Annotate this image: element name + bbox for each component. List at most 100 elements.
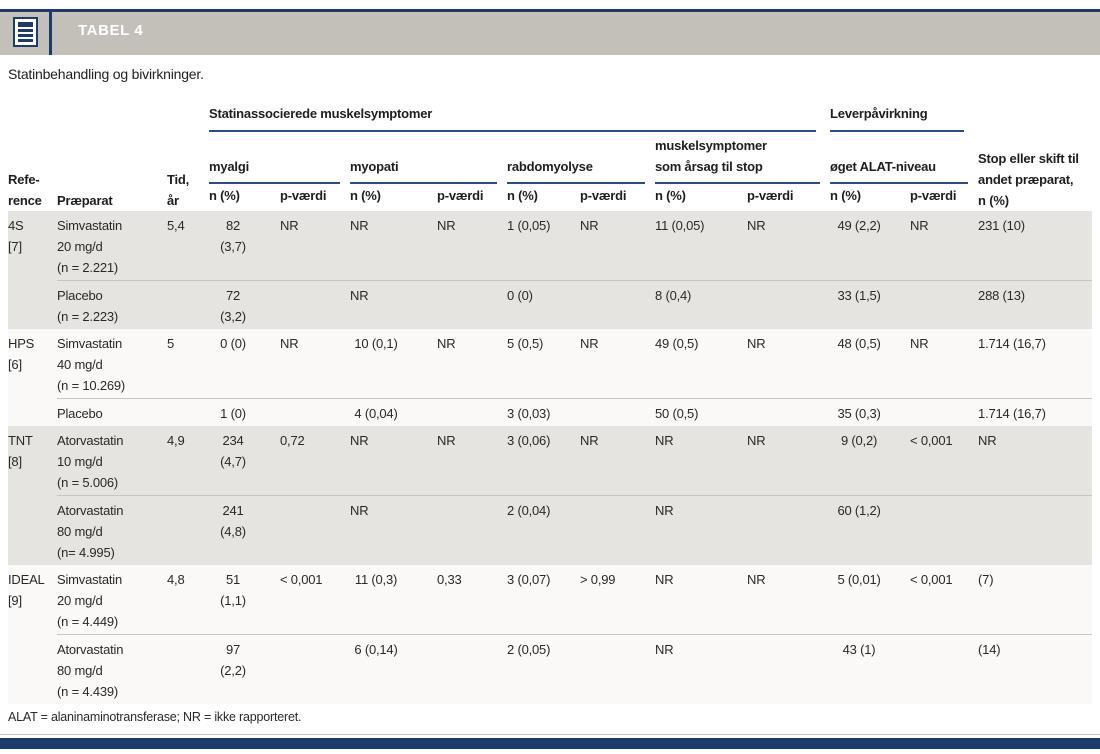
cell-stop_skift: 288 (13) [978, 280, 1093, 329]
cell-alat_p [910, 634, 979, 704]
col-header-praeparat: Præparat [57, 193, 113, 208]
cell-rabdomyolyse_n: 2 (0,05) [507, 634, 580, 704]
cell-alat_n: 35 (0,3) [830, 398, 911, 426]
cell-myalgi_n: 51 (1,1) [209, 565, 280, 635]
cell-rabdomyolyse_n: 1 (0,05) [507, 211, 580, 281]
cell-myopati_n: 4 (0,04) [350, 398, 437, 426]
cell-reference [8, 398, 57, 426]
cell-stopsymptom_p [747, 634, 831, 704]
cell-rabdomyolyse_n: 2 (0,04) [507, 495, 580, 565]
cell-myopati_n: NR [350, 495, 437, 565]
cell-praeparat: Atorvastatin 10 mg/d (n = 5.006) [57, 426, 167, 496]
cell-stopsymptom_n: 50 (0,5) [655, 398, 747, 426]
cell-myopati_p [437, 398, 507, 426]
cell-alat_p [910, 280, 979, 329]
col-header-p: p-værdi [280, 188, 327, 203]
cell-stopsymptom_n: 49 (0,5) [655, 329, 747, 399]
subgroup-header-muskelsymptomer-stop: muskelsymptomer som årsag til stop [655, 132, 830, 184]
cell-stopsymptom_n: NR [655, 565, 747, 635]
cell-myalgi_p [280, 634, 350, 704]
statin-table-wrap: Statinassocierede muskelsymptomer Leverp… [8, 100, 1093, 704]
cell-myopati_n: NR [350, 211, 437, 281]
cell-tid: 5 [167, 329, 209, 399]
cell-stopsymptom_n: 11 (0,05) [655, 211, 747, 281]
cell-stop_skift [978, 495, 1093, 565]
cell-rabdomyolyse_p [580, 398, 655, 426]
group-header-leverpaavirkning: Leverpåvirkning [830, 100, 978, 132]
cell-alat_n: 9 (0,2) [830, 426, 911, 496]
cell-alat_p [910, 495, 979, 565]
bottom-navy-bar [0, 738, 1100, 749]
cell-praeparat: Atorvastatin 80 mg/d (n= 4.995) [57, 495, 167, 565]
cell-myalgi_n: 0 (0) [209, 329, 280, 399]
cell-alat_p: < 0,001 [910, 565, 979, 635]
top-rule [0, 9, 1100, 12]
col-header-stop-skift: Stop eller skift til andet præparat, n (… [978, 151, 1079, 208]
cell-reference: TNT [8] [8, 426, 57, 496]
cell-myopati_p [437, 495, 507, 565]
cell-stop_skift: NR [978, 426, 1093, 496]
cell-myopati_n: 11 (0,3) [350, 565, 437, 635]
cell-rabdomyolyse_p [580, 495, 655, 565]
cell-rabdomyolyse_n: 5 (0,5) [507, 329, 580, 399]
cell-rabdomyolyse_n: 3 (0,07) [507, 565, 580, 635]
cell-myalgi_n: 72 (3,2) [209, 280, 280, 329]
cell-alat_n: 49 (2,2) [830, 211, 911, 281]
cell-stopsymptom_n: NR [655, 495, 747, 565]
title-bar-divider [49, 9, 52, 55]
cell-stopsymptom_p: NR [747, 565, 831, 635]
cell-myopati_p [437, 634, 507, 704]
table-footnote: ALAT = alaninaminotransferase; NR = ikke… [8, 710, 302, 724]
table-row: 4S [7] Simvastatin 20 mg/d (n = 2.221) 5,4 82(… [8, 211, 1093, 281]
subgroup-header-myopati: myopati [350, 132, 507, 184]
col-header-p: p-værdi [910, 188, 957, 203]
col-header-p: p-værdi [580, 188, 627, 203]
header-spacer [978, 100, 1092, 132]
subgroup-header-myalgi: myalgi [209, 132, 350, 184]
cell-myalgi_n: 234 (4,7) [209, 426, 280, 496]
cell-alat_n: 5 (0,01) [830, 565, 911, 635]
cell-alat_n: 33 (1,5) [830, 280, 911, 329]
cell-praeparat: Placebo (n = 2.223) [57, 280, 167, 329]
cell-praeparat: Simvastatin 40 mg/d (n = 10.269) [57, 329, 167, 399]
cell-stop_skift: 1.714 (16,7) [978, 329, 1093, 399]
cell-stopsymptom_p: NR [747, 426, 831, 496]
cell-tid [167, 495, 209, 565]
table-row: Placebo 1 (0) 4 (0,04) 3 (0,03) 50 (0,5) 35 (… [8, 398, 1093, 426]
cell-tid: 4,8 [167, 565, 209, 635]
cell-myalgi_p: < 0,001 [280, 565, 350, 635]
col-header-reference: Refe-rence [8, 172, 42, 208]
col-header-n: n (%) [507, 188, 538, 203]
cell-myopati_n: NR [350, 426, 437, 496]
cell-stopsymptom_n: NR [655, 634, 747, 704]
cell-reference: HPS [6] [8, 329, 57, 399]
table-caption: Statinbehandling og bivirkninger. [8, 66, 204, 82]
cell-myalgi_p [280, 495, 350, 565]
cell-myalgi_p [280, 280, 350, 329]
cell-myalgi_n: 82 (3,7) [209, 211, 280, 281]
cell-stop_skift: (14) [978, 634, 1093, 704]
cell-myalgi_p: 0,72 [280, 426, 350, 496]
cell-rabdomyolyse_p: > 0,99 [580, 565, 655, 635]
cell-stopsymptom_p: NR [747, 211, 831, 281]
table-row: HPS [6] Simvastatin 40 mg/d (n = 10.269) 5 0 (… [8, 329, 1093, 399]
cell-tid [167, 280, 209, 329]
cell-myopati_n: 10 (0,1) [350, 329, 437, 399]
col-header-n: n (%) [830, 188, 861, 203]
table-body: 4S [7] Simvastatin 20 mg/d (n = 2.221) 5,4 82(… [8, 211, 1093, 704]
cell-myopati_p: 0,33 [437, 565, 507, 635]
cell-rabdomyolyse_n: 0 (0) [507, 280, 580, 329]
cell-stop_skift: 231 (10) [978, 211, 1093, 281]
group-header-muskelsymptomer: Statinassocierede muskelsymptomer [209, 100, 830, 132]
cell-stopsymptom_p: NR [747, 329, 831, 399]
cell-myalgi_p [280, 398, 350, 426]
cell-rabdomyolyse_p [580, 634, 655, 704]
cell-rabdomyolyse_n: 3 (0,06) [507, 426, 580, 496]
subgroup-header-rabdomyolyse: rabdomyolyse [507, 132, 655, 184]
cell-stopsymptom_n: NR [655, 426, 747, 496]
col-header-p: p-værdi [747, 188, 794, 203]
cell-tid [167, 398, 209, 426]
cell-rabdomyolyse_n: 3 (0,03) [507, 398, 580, 426]
table-row: Atorvastatin 80 mg/d (n = 4.439) 97 (2,2) 6 (… [8, 634, 1093, 704]
cell-stopsymptom_p [747, 280, 831, 329]
